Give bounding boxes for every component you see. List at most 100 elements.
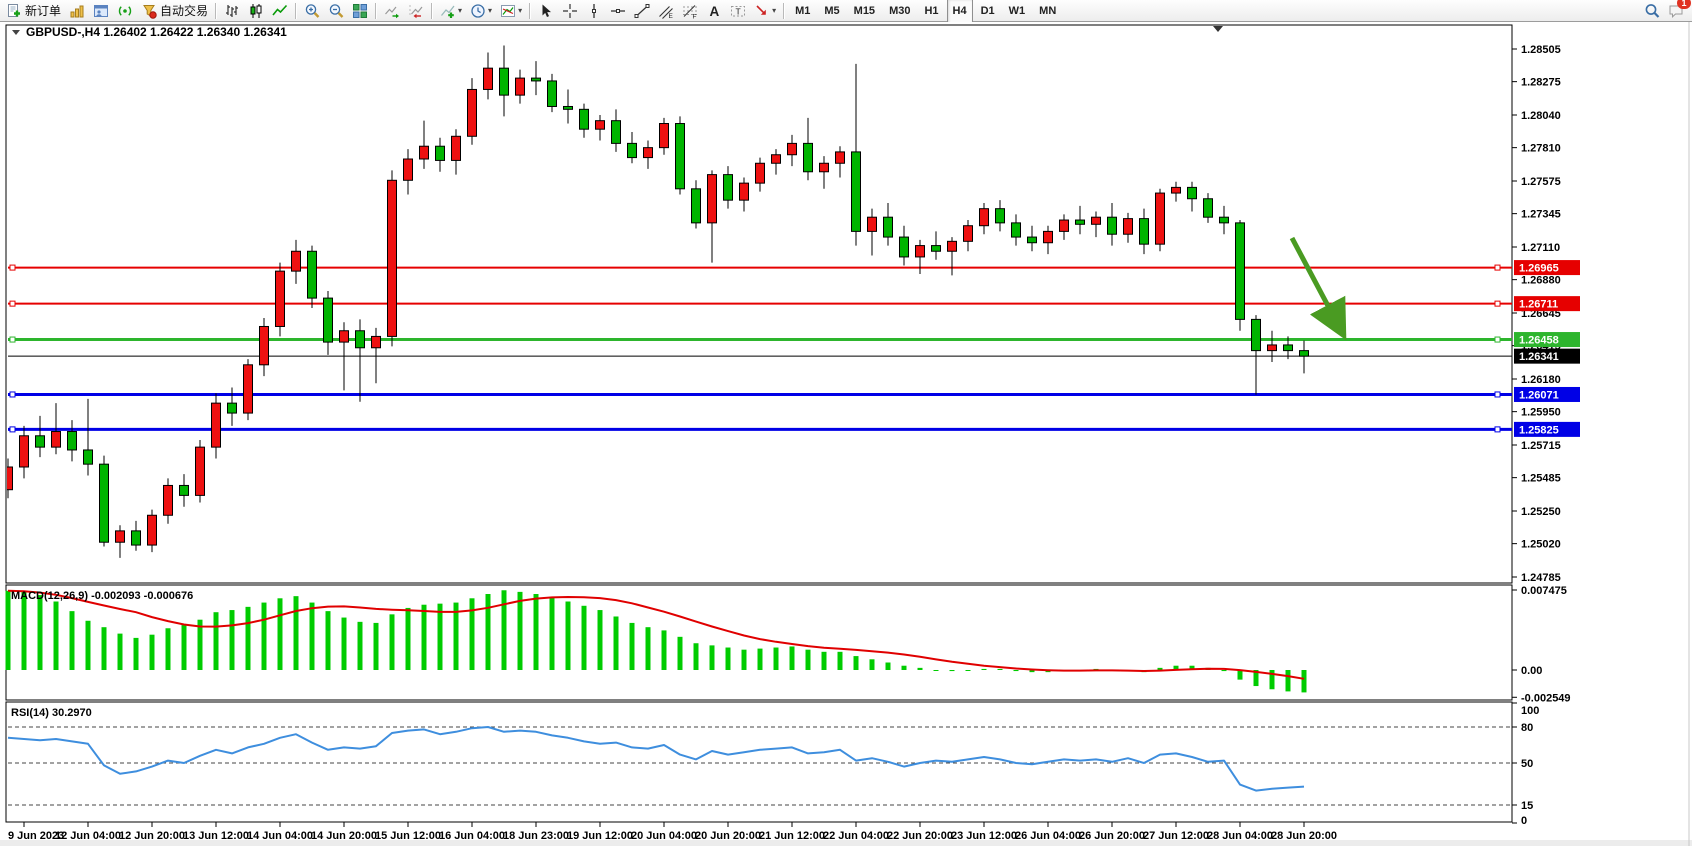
price-level-lines (8, 264, 1512, 433)
macd-bar (293, 596, 299, 670)
timeframe-m1-button[interactable]: M1 (795, 4, 811, 17)
time-tick-label: 15 Jun 12:00 (375, 830, 441, 842)
line-handle[interactable] (1494, 300, 1501, 307)
profile-button[interactable] (90, 0, 112, 22)
crosshair-button[interactable] (559, 0, 581, 22)
macd-bar (565, 601, 571, 670)
timeframe-h1-button[interactable]: H1 (924, 4, 939, 17)
time-tick-label: 20 Jun 20:00 (695, 830, 761, 842)
chart-shift-icon (409, 4, 423, 18)
candle-down (995, 208, 1005, 224)
line-handle[interactable] (9, 264, 16, 271)
candle-up (947, 240, 957, 252)
time-tick-label: 20 Jun 04:00 (631, 830, 697, 842)
periods-button[interactable]: ▾ (467, 0, 495, 22)
arrows-icon (756, 4, 766, 15)
cursor-button[interactable] (535, 0, 557, 22)
chart-area[interactable]: 1.28505 1.28275 1.28040 1.27810 1.27575 1.273… (0, 22, 1692, 846)
horizontal-line-button[interactable] (607, 0, 629, 22)
macd-bar (917, 667, 923, 670)
support-blue-1-price-tag (1514, 386, 1580, 402)
macd-bar (661, 630, 667, 670)
candle-up (483, 67, 493, 90)
template-icon (501, 4, 516, 17)
trendline-button[interactable] (631, 0, 653, 22)
line-handle[interactable] (9, 336, 16, 343)
text-label-button[interactable]: T (727, 0, 749, 22)
trendline-icon (634, 3, 650, 18)
macd-bar (1173, 665, 1179, 670)
templates-button[interactable]: ▾ (497, 0, 525, 22)
text-button[interactable]: A (703, 0, 725, 22)
indicators-button[interactable]: ▾ (437, 0, 465, 22)
time-tick-label: 14 Jun 20:00 (311, 830, 377, 842)
candle-down (307, 250, 317, 299)
candle-down (579, 108, 589, 130)
arrows-button[interactable]: ▾ (751, 0, 779, 22)
chart-title: GBPUSD-,H4 1.26402 1.26422 1.26340 1.263… (26, 25, 287, 39)
line-handle[interactable] (1494, 264, 1501, 271)
vertical-line-button[interactable] (583, 0, 605, 22)
candle-down (851, 151, 861, 232)
auto-scroll-button[interactable] (381, 0, 403, 22)
candle-down (1139, 218, 1149, 245)
chart-shift-button[interactable] (405, 0, 427, 22)
indicators-icon (441, 5, 455, 18)
line-handle[interactable] (9, 300, 16, 307)
tile-windows-button[interactable] (349, 0, 371, 22)
timeframe-w1-button[interactable]: W1 (1008, 4, 1026, 17)
autotrading-button[interactable]: 自动交易 (138, 0, 211, 22)
market-watch-button[interactable] (114, 0, 136, 22)
candle-up (787, 142, 797, 156)
timeframe-d1-button[interactable]: D1 (980, 4, 995, 17)
candle-down (691, 188, 701, 224)
candle-down (83, 449, 93, 465)
candle-down (1251, 318, 1261, 352)
search-button[interactable] (1641, 0, 1663, 22)
chart-title-expander[interactable] (12, 30, 20, 35)
candle-up (755, 162, 765, 184)
crosshair-icon (563, 3, 578, 18)
timeframe-m30-button[interactable]: M30 (889, 4, 911, 17)
fibonacci-button[interactable]: F (679, 0, 701, 22)
macd-bar (213, 612, 219, 670)
candlestick-chart-button[interactable] (245, 0, 267, 22)
bar-chart-button[interactable] (221, 0, 243, 22)
line-handle[interactable] (9, 426, 16, 433)
line-handle[interactable] (9, 391, 16, 398)
chat-button[interactable]: 1 (1665, 0, 1691, 22)
macd-bar (437, 603, 443, 670)
chart-canvas[interactable]: 1.28505 1.28275 1.28040 1.27810 1.27575 1.273… (0, 22, 1692, 846)
macd-bar (853, 656, 859, 670)
charts-button[interactable] (66, 0, 88, 22)
timeframe-h4-button[interactable]: H4 (946, 0, 973, 24)
timeframe-mn-button[interactable]: MN (1039, 4, 1057, 17)
candle-up (467, 88, 477, 137)
zoom-in-button[interactable] (301, 0, 323, 22)
svg-text:T: T (736, 6, 741, 16)
macd-bar (133, 637, 139, 670)
zoom-out-button[interactable] (325, 0, 347, 22)
line-handle[interactable] (1494, 426, 1501, 433)
timeframe-m15-button[interactable]: M15 (853, 4, 876, 17)
new-order-button[interactable]: 新订单 (3, 0, 64, 22)
equidistant-channel-button[interactable]: E (655, 0, 677, 22)
macd-bar (5, 590, 11, 670)
candle-down (563, 105, 573, 110)
candle-down (627, 142, 637, 159)
line-handle[interactable] (1494, 391, 1501, 398)
candle-down (323, 297, 333, 343)
down-trend-arrow[interactable] (1289, 236, 1347, 341)
candle-up (243, 364, 253, 414)
chart-shift-marker[interactable] (1213, 26, 1223, 32)
rsi-tick-label: 100 (1521, 705, 1539, 717)
chevron-down-icon: ▾ (488, 6, 493, 15)
timeframe-m5-button[interactable]: M5 (824, 4, 840, 17)
macd-bar (101, 627, 107, 670)
line-handle[interactable] (1494, 336, 1501, 343)
line-chart-button[interactable] (269, 0, 291, 22)
search-icon (1645, 4, 1660, 18)
time-tick-label: 23 Jun 12:00 (951, 830, 1017, 842)
candle-down (611, 120, 621, 144)
candle-up (1155, 192, 1165, 245)
